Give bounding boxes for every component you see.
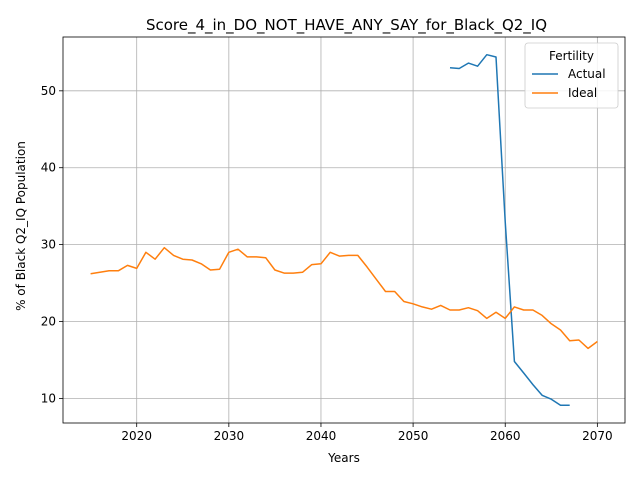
x-tick-label: 2050 — [398, 429, 429, 443]
y-tick-label: 40 — [41, 161, 56, 175]
y-tick-label: 50 — [41, 84, 56, 98]
x-tick-label: 2020 — [121, 429, 152, 443]
x-tick-label: 2030 — [214, 429, 245, 443]
legend: Fertility Actual Ideal — [524, 42, 619, 109]
y-tick-label: 10 — [41, 391, 56, 405]
y-axis-label: % of Black Q2_IQ Population — [14, 141, 28, 311]
x-axis: 2020 2030 2040 2050 2060 2070 — [121, 423, 613, 443]
x-axis-label: Years — [327, 451, 360, 465]
series-line-actual — [449, 53, 570, 407]
x-tick-label: 2070 — [582, 429, 613, 443]
legend-box — [524, 42, 619, 109]
legend-label-ideal: Ideal — [568, 86, 597, 100]
legend-title: Fertility — [549, 49, 594, 63]
legend-label-actual: Actual — [568, 67, 606, 81]
x-tick-label: 2040 — [306, 429, 337, 443]
x-tick-label: 2060 — [490, 429, 521, 443]
series-layer — [90, 53, 598, 407]
chart-title: Score_4_in_DO_NOT_HAVE_ANY_SAY_for_Black… — [146, 16, 547, 35]
y-tick-label: 20 — [41, 315, 56, 329]
series-line-ideal — [90, 246, 598, 350]
plot-frame — [62, 36, 626, 424]
y-tick-label: 30 — [41, 238, 56, 252]
y-axis: 10 20 30 40 50 — [41, 84, 63, 405]
